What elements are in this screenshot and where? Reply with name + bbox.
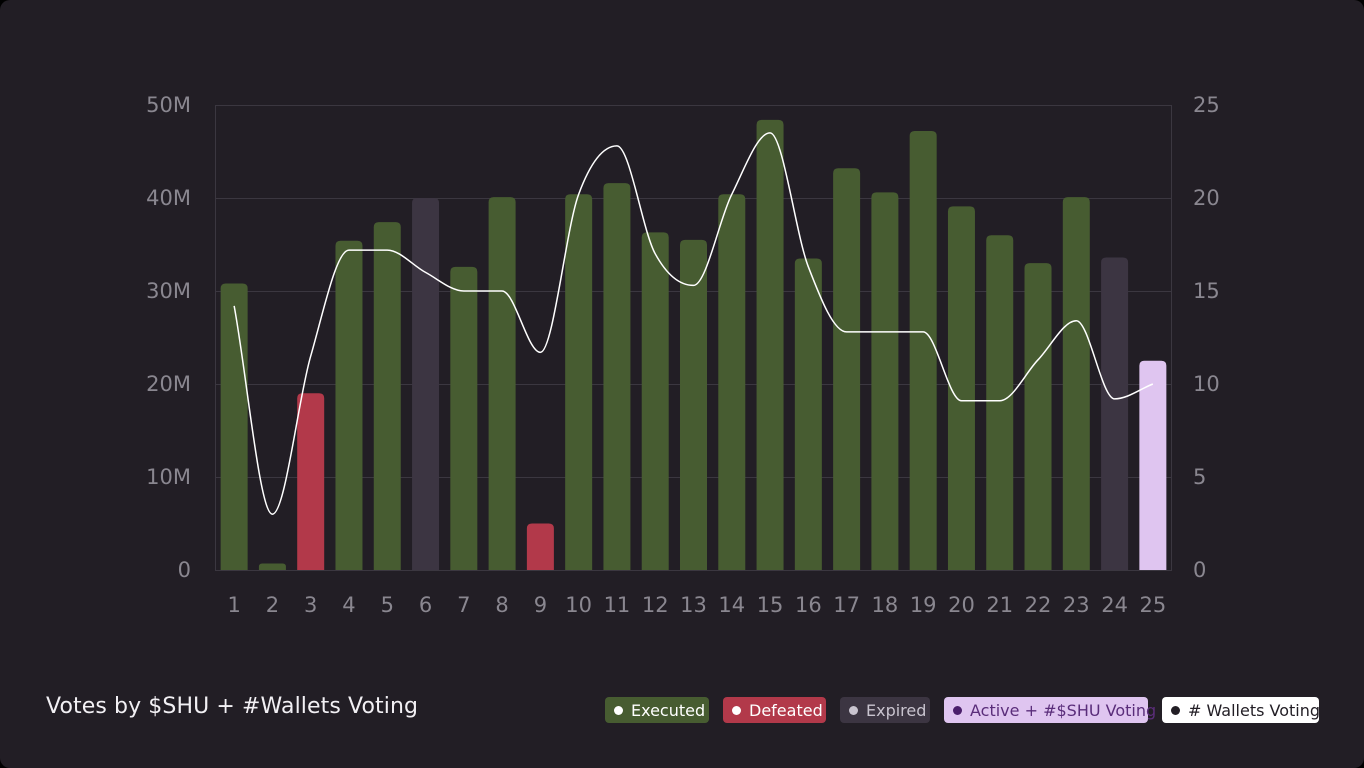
- wallets-voting-line: [233, 132, 1154, 515]
- y-left-tick-30M: 30M: [146, 279, 191, 303]
- bar-17[interactable]: [833, 168, 861, 571]
- legend-label-wallets: # Wallets Voting: [1188, 700, 1321, 720]
- legend-label-active: Active + #$SHU Voting: [970, 700, 1157, 720]
- y-right-tick-10: 10: [1193, 372, 1220, 396]
- legend-dot-defeated: [732, 705, 741, 715]
- y-left-tick-10M: 10M: [146, 465, 191, 489]
- bar-11[interactable]: [603, 183, 631, 570]
- bar-21[interactable]: [986, 235, 1014, 570]
- bar-12[interactable]: [641, 232, 669, 570]
- legend-dot-wallets: [1171, 705, 1180, 715]
- bar-18[interactable]: [871, 192, 899, 571]
- bar-19[interactable]: [909, 131, 937, 571]
- y-left-tick-40M: 40M: [146, 186, 191, 210]
- bar-25[interactable]: [1139, 360, 1167, 570]
- y-right-tick-25: 25: [1193, 93, 1220, 117]
- x-tick-16: 16: [795, 593, 822, 617]
- bar-6[interactable]: [412, 198, 440, 570]
- y-right-tick-0: 0: [1193, 558, 1206, 582]
- y-left-tick-0: 0: [178, 558, 191, 582]
- legend-label-executed: Executed: [631, 700, 706, 720]
- x-tick-19: 19: [910, 593, 937, 617]
- legend-label-expired: Expired: [866, 700, 927, 720]
- x-tick-8: 8: [495, 593, 508, 617]
- bars: [220, 119, 1167, 571]
- x-tick-10: 10: [565, 593, 592, 617]
- bar-23[interactable]: [1062, 197, 1090, 570]
- legend-item-expired[interactable]: Expired: [840, 697, 930, 723]
- x-tick-22: 22: [1025, 593, 1052, 617]
- y-left-tick-50M: 50M: [146, 93, 191, 117]
- x-tick-2: 2: [266, 593, 279, 617]
- x-tick-20: 20: [948, 593, 975, 617]
- bar-16[interactable]: [794, 258, 822, 570]
- x-tick-5: 5: [381, 593, 394, 617]
- legend-item-active[interactable]: Active + #$SHU Voting: [944, 697, 1156, 723]
- legend-dot-active: [953, 705, 962, 715]
- wallets-line: [233, 132, 1154, 515]
- legend-dot-expired: [849, 705, 858, 715]
- x-tick-21: 21: [986, 593, 1013, 617]
- x-tick-13: 13: [680, 593, 707, 617]
- x-tick-4: 4: [342, 593, 355, 617]
- legend-dot-executed: [614, 705, 623, 715]
- legend-label-defeated: Defeated: [749, 700, 823, 720]
- x-tick-18: 18: [872, 593, 899, 617]
- x-tick-1: 1: [227, 593, 240, 617]
- bar-9[interactable]: [526, 523, 554, 571]
- x-tick-3: 3: [304, 593, 317, 617]
- x-tick-9: 9: [534, 593, 547, 617]
- chart-title: Votes by $SHU + #Wallets Voting: [46, 694, 419, 719]
- y-right-tick-5: 5: [1193, 465, 1206, 489]
- x-tick-17: 17: [833, 593, 860, 617]
- x-tick-11: 11: [604, 593, 631, 617]
- bar-14[interactable]: [718, 194, 746, 570]
- bar-1[interactable]: [220, 283, 248, 570]
- bar-24[interactable]: [1101, 257, 1129, 570]
- x-tick-12: 12: [642, 593, 669, 617]
- bar-15[interactable]: [756, 119, 784, 570]
- bar-13[interactable]: [680, 239, 707, 570]
- legend-item-wallets[interactable]: # Wallets Voting: [1162, 697, 1321, 723]
- bar-10[interactable]: [565, 194, 593, 570]
- x-tick-6: 6: [419, 593, 432, 617]
- y-right-tick-20: 20: [1193, 186, 1220, 210]
- y-right-tick-15: 15: [1193, 279, 1220, 303]
- bar-8[interactable]: [488, 197, 516, 570]
- y-left-tick-20M: 20M: [146, 372, 191, 396]
- bar-22[interactable]: [1024, 263, 1052, 570]
- legend-item-executed[interactable]: Executed: [605, 697, 709, 723]
- bar-20[interactable]: [947, 206, 975, 570]
- bar-5[interactable]: [373, 222, 401, 570]
- bar-7[interactable]: [450, 266, 478, 570]
- bar-3[interactable]: [297, 393, 325, 570]
- x-tick-14: 14: [718, 593, 745, 617]
- x-tick-15: 15: [757, 593, 784, 617]
- x-tick-23: 23: [1063, 593, 1090, 617]
- x-tick-25: 25: [1139, 593, 1166, 617]
- x-tick-7: 7: [457, 593, 470, 617]
- x-tick-24: 24: [1101, 593, 1128, 617]
- legend-item-defeated[interactable]: Defeated: [723, 697, 826, 723]
- bar-4[interactable]: [335, 240, 363, 570]
- bar-2[interactable]: [258, 563, 286, 570]
